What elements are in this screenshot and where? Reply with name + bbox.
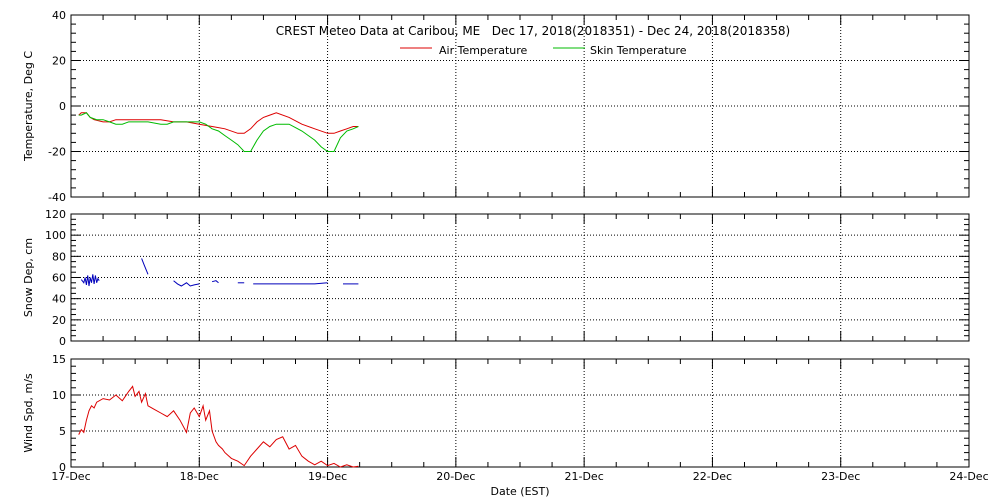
y-axis-label: Wind Spd, m/s bbox=[22, 373, 35, 453]
y-tick-label: 60 bbox=[52, 272, 66, 285]
y-tick-label: 20 bbox=[52, 55, 66, 68]
series-line-panel-2 bbox=[80, 274, 100, 287]
y-tick-label: 0 bbox=[59, 100, 66, 113]
y-axis-label: Temperature, Deg C bbox=[22, 51, 35, 162]
y-tick-label: 40 bbox=[52, 9, 66, 22]
legend-label: Skin Temperature bbox=[590, 44, 687, 57]
x-tick-label: 22-Dec bbox=[693, 470, 732, 483]
legend-label: Air Temperature bbox=[439, 44, 528, 57]
series-line-panel-2 bbox=[253, 282, 328, 285]
y-tick-label: 80 bbox=[52, 250, 66, 263]
panel-3: 0 5 10 15 Wind Spd, m/s bbox=[22, 353, 970, 474]
y-tick-label: -20 bbox=[48, 146, 66, 159]
y-tick-label: 10 bbox=[52, 389, 66, 402]
x-tick-label: 17-Dec bbox=[51, 470, 90, 483]
y-tick-label: 100 bbox=[45, 229, 66, 242]
series-line-panel-2 bbox=[141, 258, 149, 275]
x-tick-label: 23-Dec bbox=[821, 470, 860, 483]
y-axis-label: Snow Dep, cm bbox=[22, 238, 35, 317]
panel-2: 0 20 40 60 80 100 120 Snow Dep, cm bbox=[22, 208, 970, 348]
y-tick-label: 120 bbox=[45, 208, 66, 221]
y-tick-label: 20 bbox=[52, 314, 66, 327]
x-tick-label: 21-Dec bbox=[565, 470, 604, 483]
series-line-air-temperature bbox=[78, 112, 359, 134]
x-tick-label: 24-Dec bbox=[949, 470, 988, 483]
y-tick-label: -40 bbox=[48, 191, 66, 204]
y-tick-label: 15 bbox=[52, 353, 66, 366]
x-tick-label: 19-Dec bbox=[308, 470, 347, 483]
series-line-skin-temperature bbox=[78, 112, 359, 152]
y-tick-label: 0 bbox=[59, 461, 66, 474]
series-line-panel-2 bbox=[211, 280, 219, 284]
x-tick-label: 20-Dec bbox=[436, 470, 475, 483]
y-tick-label: 0 bbox=[59, 335, 66, 348]
chart-panels: -40 -20 0 20 40 Temperature, Deg C 0 20 40 60 80 10… bbox=[22, 9, 970, 474]
chart-title: CREST Meteo Data at Caribou, ME Dec 17, … bbox=[276, 24, 790, 38]
x-tick-label: 18-Dec bbox=[180, 470, 219, 483]
y-tick-label: 40 bbox=[52, 293, 66, 306]
series-line-panel-2 bbox=[173, 280, 200, 287]
y-tick-label: 5 bbox=[59, 425, 66, 438]
series-line-panel-3 bbox=[78, 385, 359, 468]
legend: Air Temperature Skin Temperature bbox=[400, 44, 687, 57]
x-axis-label: Date (EST) bbox=[490, 485, 549, 498]
x-axis-tick-labels: 17-Dec 18-Dec 19-Dec 20-Dec 21-Dec 22-Dec 23-D… bbox=[51, 470, 988, 483]
panel-1: -40 -20 0 20 40 Temperature, Deg C bbox=[22, 9, 970, 204]
